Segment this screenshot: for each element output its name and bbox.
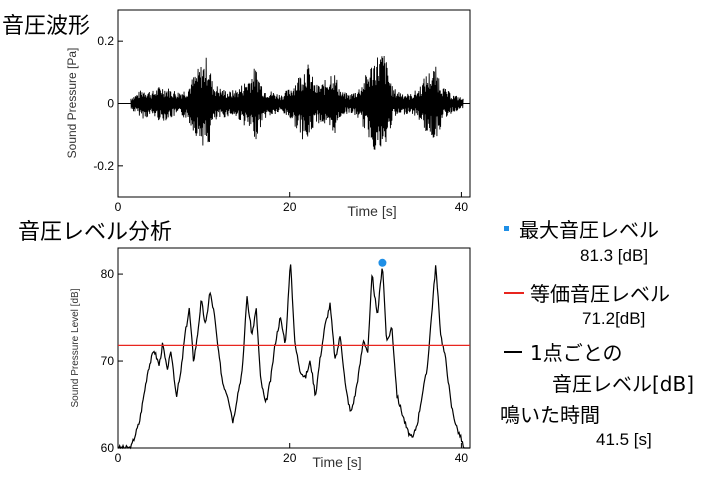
level-y-tick-label: 80 bbox=[101, 267, 115, 281]
trace-line-icon bbox=[504, 350, 522, 353]
waveform-x-tick-label: 40 bbox=[455, 200, 469, 214]
waveform-heading: 音圧波形 bbox=[2, 14, 91, 39]
waveform-trace bbox=[118, 56, 470, 150]
level-y-tick-label: 70 bbox=[101, 354, 115, 368]
level-x-axis-label: Time [s] bbox=[312, 454, 361, 470]
legend-max: 最大音圧レベル bbox=[498, 214, 659, 243]
level-x-tick-label: 0 bbox=[115, 451, 122, 465]
waveform-y-tick-label: 0.2 bbox=[97, 34, 114, 48]
legend-leq-label: 等価音圧レベル bbox=[530, 282, 670, 306]
waveform-x-axis-label: Time [s] bbox=[347, 203, 396, 219]
max-level-point bbox=[378, 258, 387, 267]
legend-leq-value: 71.2[dB] bbox=[582, 309, 646, 328]
legend-duration-label: 鳴いた時間 bbox=[500, 403, 600, 427]
level-chart: 0 20 40 60 70 80 Sound Pressure Level [dB] Ti… bbox=[70, 247, 471, 470]
waveform-y-tick-label: 0 bbox=[107, 97, 114, 111]
waveform-chart: 0 20 40 -0.2 0 0.2 Sound Pressure [Pa] Time [… bbox=[65, 9, 471, 219]
waveform-x-tick-label: 20 bbox=[283, 200, 297, 214]
legend-per-point: 1点ごとの bbox=[504, 337, 623, 366]
legend-max-value: 81.3 [dB] bbox=[580, 246, 649, 265]
waveform-y-axis-label: Sound Pressure [Pa] bbox=[65, 48, 79, 159]
level-plot-frame bbox=[117, 247, 471, 449]
level-trace-line bbox=[118, 264, 470, 450]
legend-max-label: 最大音圧レベル bbox=[519, 218, 659, 242]
leq-line-icon bbox=[504, 291, 524, 294]
level-x-tick-label: 20 bbox=[283, 451, 297, 465]
waveform-y-tick-label: -0.2 bbox=[93, 159, 114, 173]
level-x-tick-label: 40 bbox=[455, 451, 469, 465]
waveform-x-tick-label: 0 bbox=[115, 200, 122, 214]
level-y-axis-label: Sound Pressure Level [dB] bbox=[70, 288, 81, 407]
legend-duration-value: 41.5 [s] bbox=[596, 430, 652, 449]
legend-per-point-label2: 音圧レベル[dB] bbox=[552, 372, 695, 396]
max-marker-icon bbox=[504, 226, 509, 231]
level-y-tick-label: 60 bbox=[101, 441, 115, 455]
waveform-trace-path bbox=[130, 56, 464, 150]
legend-per-point-label: 1点ごとの bbox=[530, 341, 623, 365]
legend-leq: 等価音圧レベル bbox=[504, 278, 670, 307]
level-analysis-heading: 音圧レベル分析 bbox=[18, 220, 173, 245]
